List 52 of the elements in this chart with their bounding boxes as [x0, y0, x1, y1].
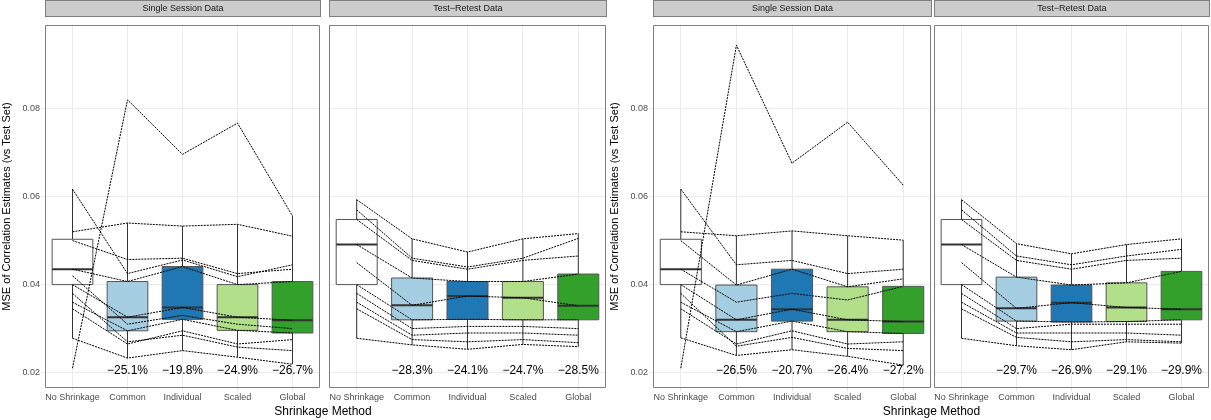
annotation: −25.1%: [106, 363, 149, 378]
x-tick-label: No Shrinkage: [934, 391, 989, 402]
annotation: −26.5%: [715, 363, 758, 378]
annotation: −20.7%: [771, 363, 813, 378]
annotation: −24.7%: [502, 363, 544, 378]
chart-title: Test−Retest Data: [329, 0, 607, 17]
x-tick-label: No Shrinkage: [329, 391, 384, 402]
y-axis-title: MSE of Correlation Estimates (vs Test Set): [0, 102, 12, 311]
annotation: −29.9%: [1160, 363, 1203, 378]
annotation: −28.3%: [391, 363, 433, 378]
x-tick-label: Common: [393, 391, 431, 402]
x-tick-label: Global: [279, 391, 306, 402]
x-tick-label: Scaled: [1112, 391, 1141, 402]
x-tick-label: Individual: [163, 391, 202, 402]
chart-title: Single Session Data: [45, 0, 321, 17]
x-tick-label: Individual: [772, 391, 812, 402]
annotation: −29.7%: [995, 363, 1038, 378]
annotation: −28.5%: [557, 363, 600, 378]
annotation: −26.4%: [827, 363, 869, 378]
annotation: −26.7%: [271, 363, 314, 378]
y-tick-label: 0.04: [22, 279, 40, 290]
x-tick-label: Scaled: [833, 391, 862, 402]
y-axis-title: MSE of Correlation Estimates (vs Test Set): [607, 102, 620, 311]
y-tick-label: 0.02: [22, 367, 40, 378]
x-tick-label: No Shrinkage: [653, 391, 709, 402]
y-tick-label: 0.08: [22, 103, 40, 114]
y-tick-label: 0.06: [22, 191, 40, 202]
y-tick-label: 0.02: [630, 367, 648, 378]
x-axis-title: Shrinkage Method: [273, 404, 373, 418]
x-tick-label: Common: [718, 391, 755, 402]
annotation: −29.1%: [1105, 363, 1148, 378]
annotation: −19.8%: [161, 363, 204, 378]
y-tick-label: 0.06: [630, 191, 648, 202]
x-tick-label: Individual: [448, 391, 487, 402]
x-tick-label: Global: [890, 391, 917, 402]
annotation: −24.1%: [446, 363, 489, 378]
x-tick-label: Scaled: [509, 391, 537, 402]
annotation: −27.2%: [882, 363, 925, 378]
x-tick-label: Global: [1168, 391, 1195, 402]
annotation: −26.9%: [1050, 363, 1093, 378]
x-tick-label: Common: [998, 391, 1035, 402]
x-tick-label: Individual: [1052, 391, 1091, 402]
annotation: −24.9%: [216, 363, 259, 378]
x-tick-label: Common: [109, 391, 146, 402]
y-tick-label: 0.04: [630, 279, 648, 290]
chart-title: Single Session Data: [653, 0, 932, 17]
x-axis-title: Shrinkage Method: [881, 404, 982, 418]
x-tick-label: No Shrinkage: [45, 391, 100, 402]
y-tick-label: 0.08: [630, 103, 648, 114]
chart-title: Test−Retest Data: [934, 0, 1210, 17]
x-tick-label: Scaled: [223, 391, 252, 402]
x-tick-label: Global: [565, 391, 592, 402]
